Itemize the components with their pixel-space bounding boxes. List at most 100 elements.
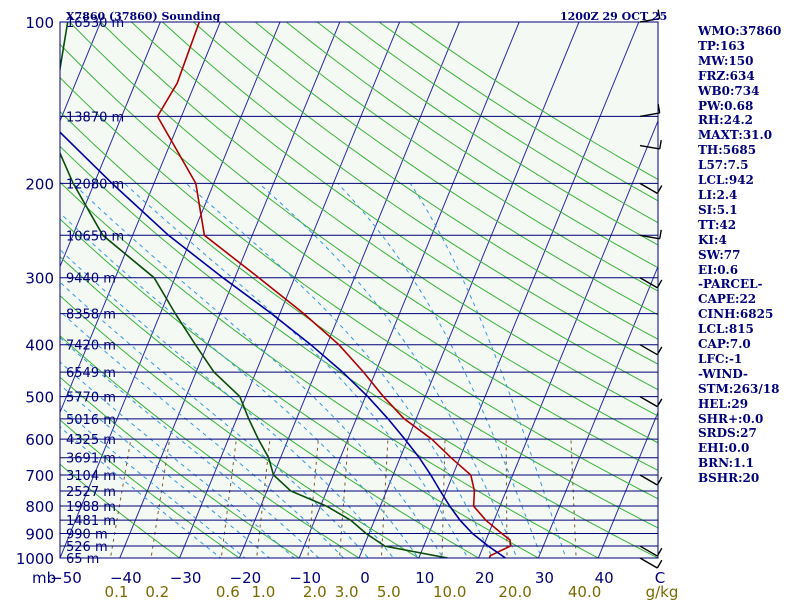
stability-index: STM:263/18 (698, 381, 780, 396)
height-label: 8358 m (66, 308, 116, 323)
dry-adiabat-line (254, 22, 658, 292)
dry-adiabat-line (60, 256, 480, 558)
mixing-ratio-line (380, 439, 389, 558)
mixing-ratio-label: 2.0 (303, 583, 327, 600)
stability-index: BRN:1.1 (698, 456, 754, 471)
stability-index: SHR+:0.0 (698, 411, 764, 426)
moist-adiabat-line (409, 183, 567, 558)
isotherm-line (119, 22, 341, 558)
dry-adiabat-line (224, 22, 658, 316)
moist-adiabat-line (60, 361, 295, 558)
isotherm-line (238, 22, 460, 558)
pressure-label: 500 (25, 389, 54, 407)
mixing-ratio-line (570, 439, 577, 558)
pressure-label: 900 (25, 525, 54, 543)
temperature-tick-label: 10 (415, 569, 434, 587)
isotherm-line (60, 22, 102, 123)
stability-index: FRZ:634 (698, 68, 755, 83)
moist-adiabat-line (258, 183, 518, 558)
dry-adiabat-line (60, 295, 420, 558)
height-label: 10650 m (66, 229, 124, 244)
stability-index: WMO:37860 (698, 24, 782, 38)
isotherm-line (60, 22, 221, 414)
temperature-tick-label: 20 (475, 569, 494, 587)
height-label: 5770 m (66, 391, 116, 406)
dry-adiabat-line (100, 22, 658, 417)
pressure-label: 700 (25, 467, 54, 485)
wind-barb-flag (656, 185, 663, 194)
mixing-ratio-line (307, 439, 319, 558)
temperature-tick-label: 0 (360, 569, 370, 587)
height-label: 6549 m (66, 366, 116, 381)
temperature-line (156, 22, 512, 558)
dry-adiabat-line (316, 22, 658, 246)
stability-index: LCL:815 (698, 322, 754, 337)
mixing-ratio-label: 20.0 (498, 583, 531, 600)
moist-adiabat-line (60, 336, 320, 558)
wind-barb-staff (639, 474, 658, 486)
pressure-label: 200 (25, 175, 54, 193)
wind-barb (639, 182, 663, 194)
mixing-ratio-line (150, 439, 171, 558)
stability-index: MW:150 (698, 53, 754, 68)
pressure-label: 400 (25, 337, 54, 355)
isotherm-line (418, 22, 640, 558)
wind-barb (639, 474, 663, 486)
mixing-ratio-line (441, 439, 446, 558)
mixing-ratio-label: 1.0 (251, 583, 275, 600)
mixing-ratio-line (256, 439, 271, 558)
wind-barb (639, 103, 661, 118)
stability-index: RH:24.2 (698, 113, 753, 128)
stability-index: -PARCEL- (698, 277, 763, 292)
dewpoint-line (60, 22, 448, 558)
temperature-tick-label: −40 (110, 569, 142, 587)
height-label: 1988 m (66, 500, 116, 515)
wind-barb-flag (656, 476, 663, 486)
isotherm-line (478, 119, 658, 558)
wind-barb-flag (657, 9, 661, 19)
dry-adiabat-line (285, 22, 658, 269)
stability-index: LFC:-1 (698, 351, 743, 366)
stability-index: CAPE:22 (698, 292, 757, 307)
dry-adiabat-line (60, 181, 600, 558)
dry-adiabat-line (60, 376, 301, 558)
pressure-label: 300 (25, 270, 54, 288)
wind-barb-flag (656, 279, 663, 289)
wind-barb-staff (639, 557, 658, 569)
wind-barb-staff (639, 182, 658, 194)
dry-adiabat-line (60, 76, 658, 500)
stability-index: BSHR:20 (698, 471, 760, 486)
stability-index: SI:5.1 (698, 202, 738, 217)
stability-index: CINH:6825 (698, 307, 774, 322)
stability-index: TH:5685 (698, 143, 757, 158)
dry-adiabat-line (60, 419, 241, 558)
chart-time: 1200Z 29 OCT 25 (560, 10, 668, 23)
stability-index: KI:4 (698, 232, 727, 247)
stability-index: L57:7.5 (698, 158, 749, 173)
wind-barb-staff (639, 17, 660, 23)
moist-adiabat-line (72, 183, 444, 558)
plot-frame (59, 21, 659, 559)
mixing-ratio-label: 0.1 (105, 583, 129, 600)
dry-adiabat-line (60, 110, 658, 529)
wind-barb (639, 229, 662, 240)
temperature-tick-label: −50 (50, 569, 82, 587)
pressure-label: 600 (25, 431, 54, 449)
wind-barb-staff (639, 545, 658, 557)
pressure-label: 100 (25, 14, 54, 32)
height-label: 7420 m (66, 339, 116, 354)
isotherm-line (358, 22, 580, 558)
dry-adiabat-line (69, 22, 658, 444)
wind-barb-flag (656, 559, 663, 569)
dry-adiabat-line (60, 335, 360, 558)
stability-index: MAXT:31.0 (698, 128, 773, 143)
wind-barb-flag (656, 346, 663, 356)
wind-barb-flag (659, 229, 662, 239)
stability-index: TT:42 (698, 217, 737, 232)
mixing-ratio-line (109, 439, 132, 558)
wind-barb (639, 557, 663, 569)
dry-adiabat-line (131, 22, 658, 391)
stability-index: TP:163 (698, 38, 746, 53)
mixing-ratio-line (338, 439, 349, 558)
